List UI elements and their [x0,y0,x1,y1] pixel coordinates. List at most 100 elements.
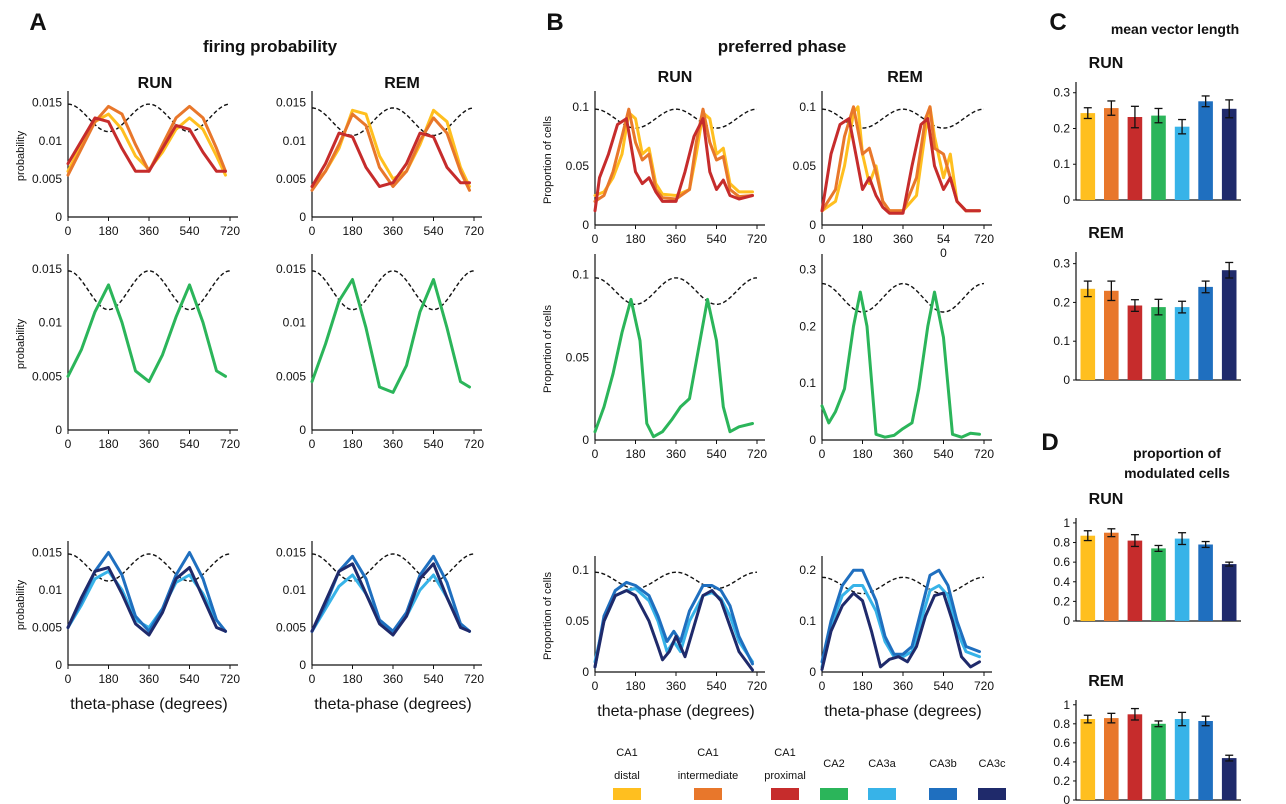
y-axis-label: probability [15,130,27,181]
x-tick-label: 360 [893,232,913,246]
y-tick-label: 0.8 [1053,717,1070,731]
series-line-ca3a [66,569,227,633]
x-tick-label: 0 [309,672,316,686]
legend-swatch-ca3c [978,788,1006,800]
x-tick-label: 180 [342,437,362,451]
y-axis-label: Proportion of cells [542,115,554,204]
series-line-ca1-proximal [66,116,227,173]
legend: CA1 distal CA1 intermediate CA1 proximal CA2 CA… [613,747,1006,800]
x-tick-label: 540 [706,679,726,693]
series-line-ca2 [820,290,981,439]
y-tick-label: 0 [1063,193,1070,207]
y-tick-label: 0 [299,210,306,224]
x-tick-label: 180 [852,447,872,461]
bar-chart-title: REM [1088,673,1124,690]
chart-B-RUN-CA1: 0 180 360 540 720 0 0.05 0.1 Proportion of cells [542,91,767,246]
x-tick-label: 0 [309,437,316,451]
y-tick-label: 0.05 [566,159,590,173]
x-tick-label: 0 [819,679,826,693]
x-tick-label: 0 [65,437,72,451]
x-tick-label: 720 [747,679,767,693]
y-tick-label: 0.2 [1053,121,1070,135]
y-tick-label: 0.1 [572,268,589,282]
legend-label: CA3a [868,758,896,770]
legend-label-line2: intermediate [678,770,739,782]
y-axis-label: Proportion of cells [542,304,554,393]
y-tick-label: 0.015 [276,546,306,560]
theta-reference-line [595,108,757,129]
bar-ca3b [1198,286,1213,380]
section-title-mean-vector-length: mean vector length [1111,21,1239,37]
x-tick-label: 720 [747,232,767,246]
column-title-0: RUN [138,75,173,92]
bar-ca1-intermediate [1104,718,1119,800]
bar-ca3b [1198,101,1213,200]
section-title-firing-probability: firing probability [203,37,338,56]
y-tick-label: 0 [299,658,306,672]
x-tick-label: 540 [179,437,199,451]
bar-ca3a [1174,126,1190,200]
bar-chart-title: RUN [1089,491,1124,508]
y-tick-label: 0 [299,423,306,437]
series-line-ca1-proximal [593,117,754,213]
x-tick-label: 0 [819,232,826,246]
y-tick-label: 0.005 [32,172,62,186]
chart-B-RUN-CA3: 0 180 360 540 720 0 0.05 0.1 Proportion of cells… [542,556,767,720]
y-tick-label: 0.005 [32,621,62,635]
y-tick-label: 0 [1063,793,1070,804]
y-tick-label: 0.1 [799,376,816,390]
x-tick-label: 360 [666,447,686,461]
theta-reference-line [67,270,231,311]
chart-D-REM: REM 0 0.2 0.4 0.6 0.8 1 [1053,673,1241,804]
series-line-ca3c [593,589,754,672]
x-tick-label: 0 [65,224,72,238]
chart-D-RUN: RUN 0 0.2 0.4 0.6 0.8 1 [1053,491,1241,628]
y-tick-label: 0 [1063,373,1070,387]
legend-swatch-ca2 [820,788,848,800]
y-axis-label: Proportion of cells [542,571,554,660]
chart-B-REM-CA3: 0 180 360 540 720 0 0.1 0.2 theta-phase (degrees… [799,556,994,720]
y-tick-label: 0.05 [566,350,590,364]
series-line-ca1-distal [310,108,471,188]
legend-label: CA2 [823,758,844,770]
series-line-ca3b [593,580,754,669]
y-tick-label: 0 [1063,614,1070,628]
x-axis-label: theta-phase (degrees) [314,696,471,713]
legend-label-line2: distal [614,770,640,782]
bar-ca1-distal [1080,288,1096,380]
series-line-ca1-intermediate [593,107,754,203]
legend-swatch-ca1-proximal [771,788,799,800]
x-tick-label: 180 [625,679,645,693]
y-tick-label: 0.1 [572,100,589,114]
x-tick-label: 720 [974,232,994,246]
y-tick-label: 0 [55,423,62,437]
x-tick-label: 180 [852,679,872,693]
y-tick-label: 0.1 [1053,157,1070,171]
y-tick-label: 0.1 [1053,334,1070,348]
x-tick-label: 720 [220,437,240,451]
series-line-ca1-intermediate [310,112,471,192]
bar-ca1-distal [1080,113,1096,200]
x-tick-label: 360 [139,437,159,451]
y-tick-label: 0.005 [276,172,306,186]
x-tick-label: 180 [98,224,118,238]
series-line-ca1-intermediate [66,104,227,177]
x-tick-sublabel: 0 [940,246,947,260]
x-tick-label: 720 [974,679,994,693]
legend-swatch-ca3a [868,788,896,800]
y-tick-label: 0.2 [1053,774,1070,788]
x-tick-label: 54 [937,232,951,246]
bar-ca1-intermediate [1104,532,1119,621]
y-tick-label: 0.005 [276,621,306,635]
y-tick-label: 0.01 [39,134,63,148]
bar-ca3c [1221,270,1237,380]
x-tick-label: 360 [383,672,403,686]
bar-ca2 [1151,307,1166,380]
x-tick-label: 720 [747,447,767,461]
x-tick-label: 540 [179,672,199,686]
bar-ca3c [1221,564,1237,621]
y-tick-label: 0 [55,658,62,672]
x-tick-label: 180 [342,224,362,238]
y-tick-label: 0.2 [799,319,816,333]
x-tick-label: 720 [464,224,484,238]
